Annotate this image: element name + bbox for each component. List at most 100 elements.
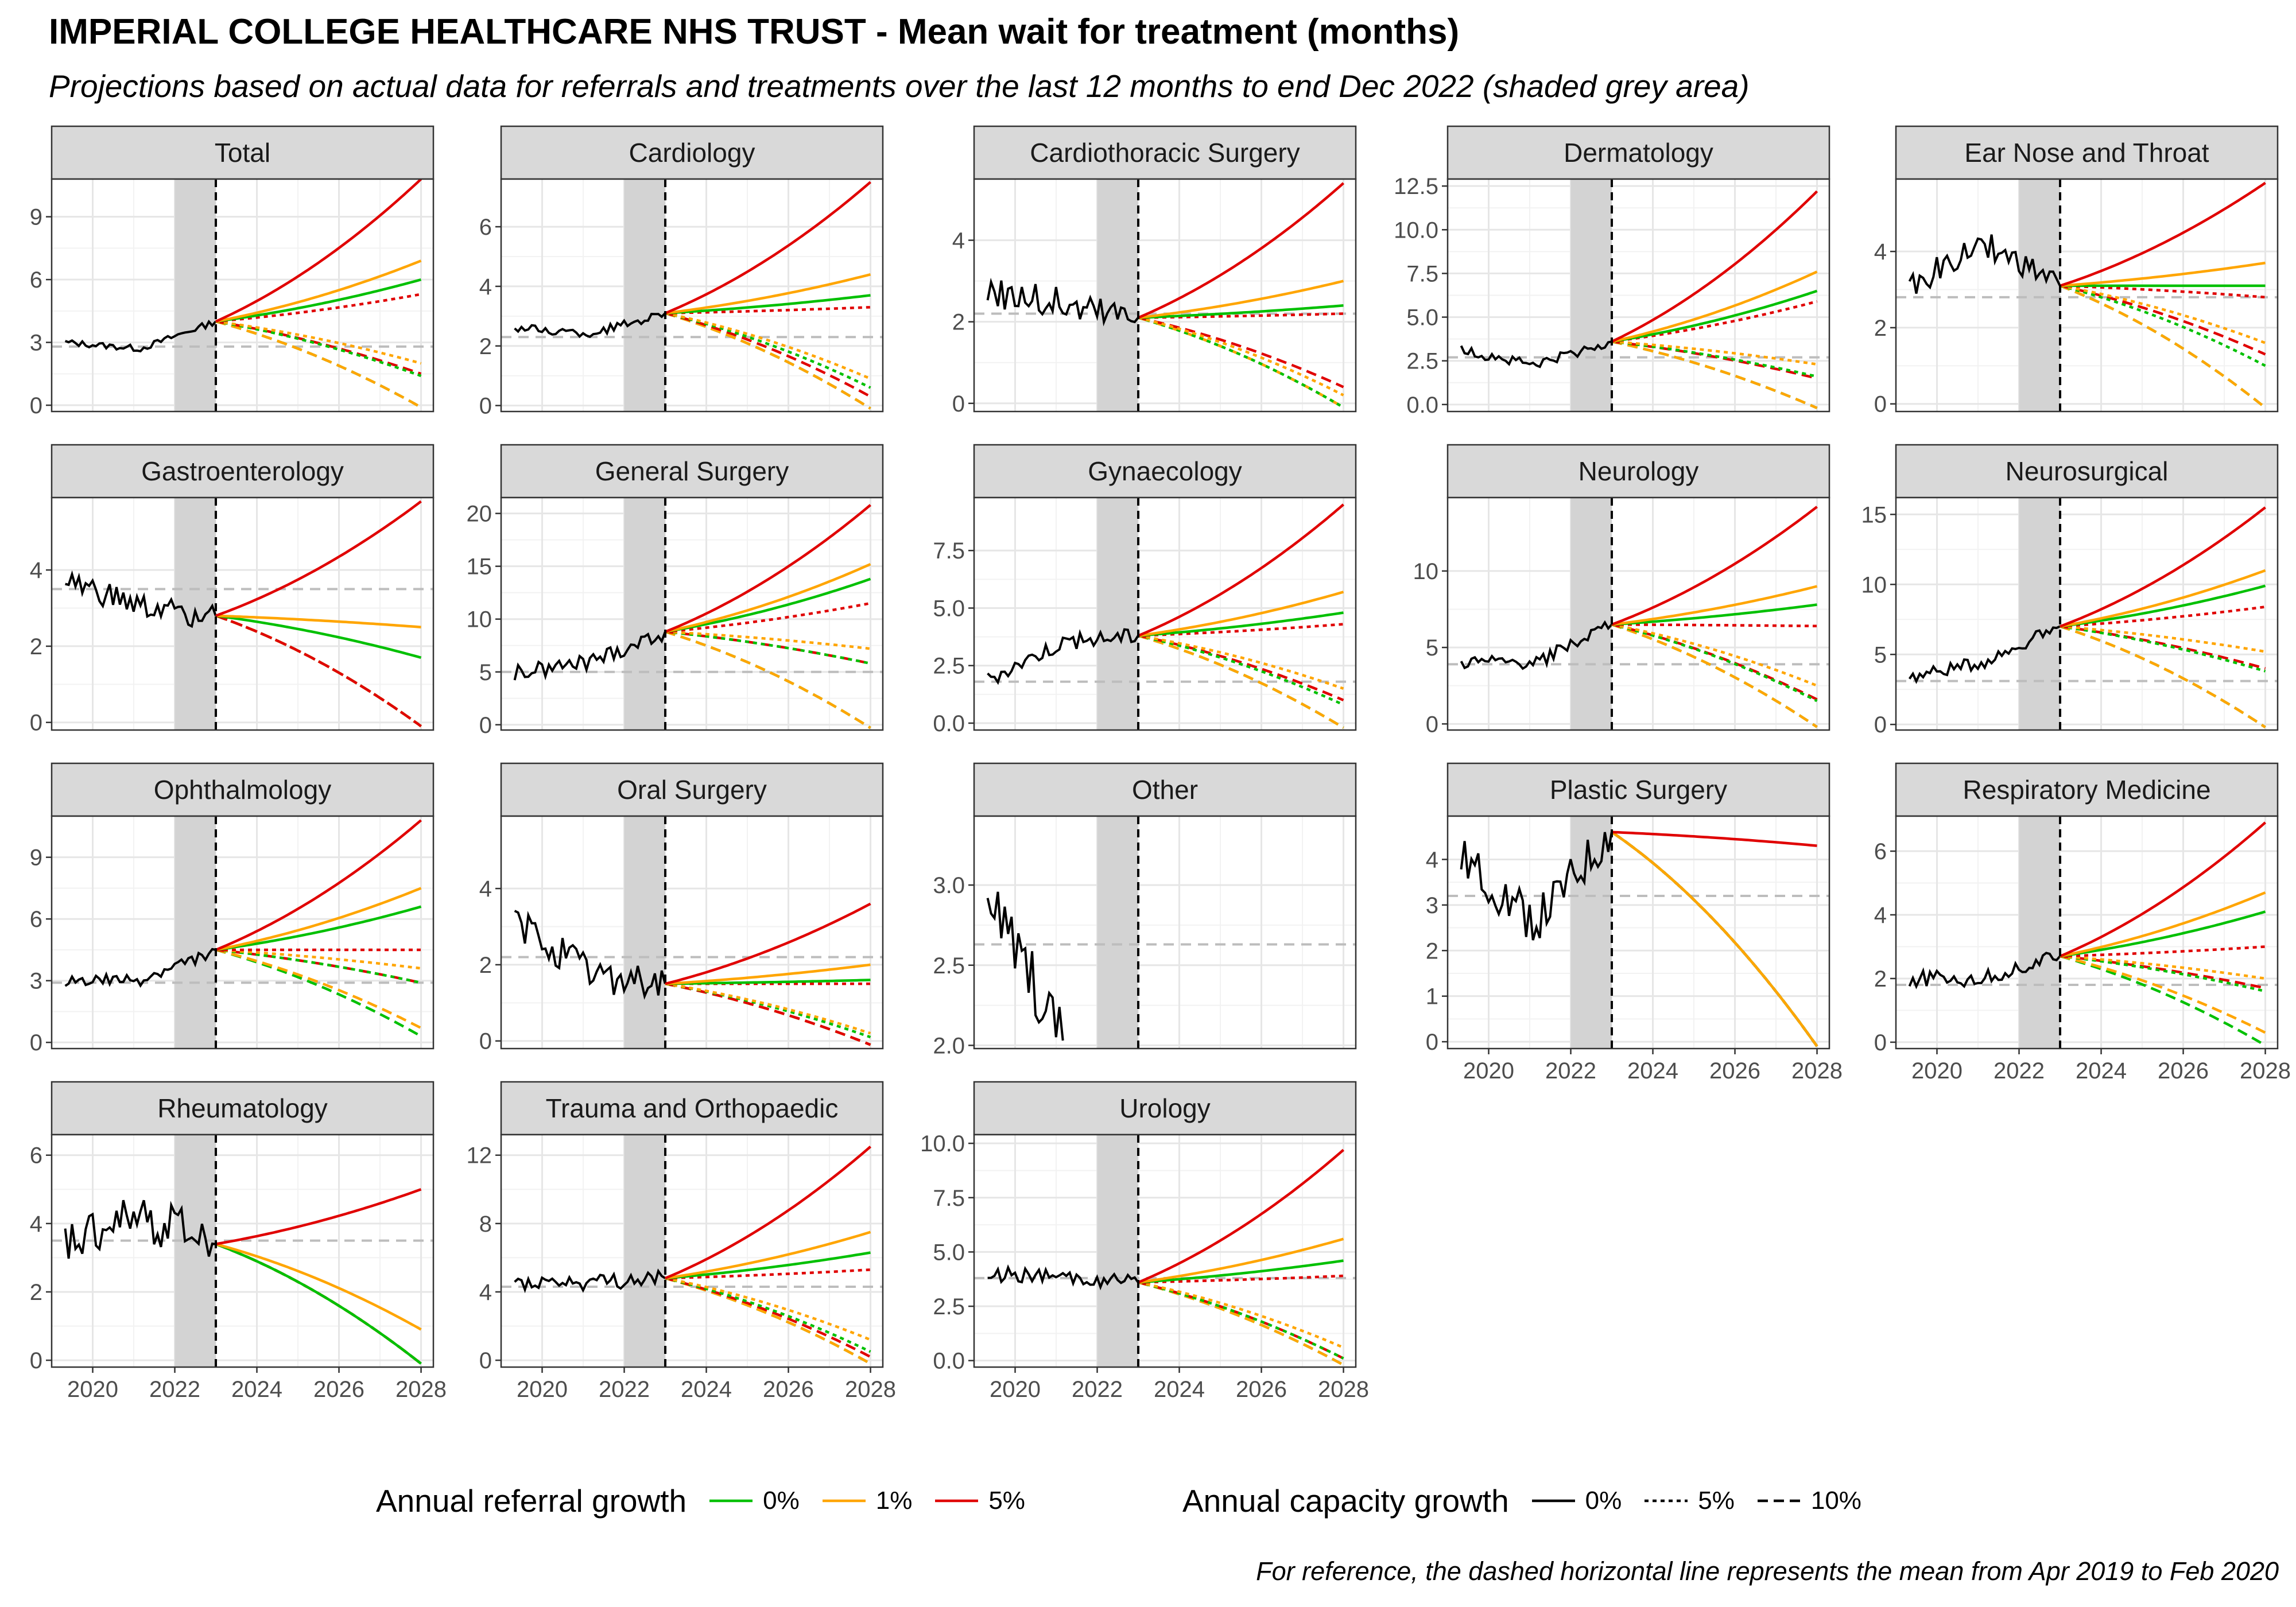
y-tick-label: 2 <box>1874 966 1887 992</box>
actual-series <box>514 910 666 1000</box>
projection-r0-c5 <box>1138 634 1344 706</box>
projection-r5-c0 <box>1138 503 1344 637</box>
projection-r5-c0 <box>1138 1148 1344 1284</box>
projection-r0-c0 <box>215 1243 422 1365</box>
projection-r1-c5 <box>1138 634 1344 690</box>
projection-r1-c5 <box>215 320 422 365</box>
projection-r5-c5 <box>2060 605 2266 628</box>
projection-r1-c0 <box>1611 585 1818 626</box>
strip-label: Respiratory Medicine <box>1963 775 2210 805</box>
projection-r1-c0 <box>215 259 422 323</box>
projection-r1-c10 <box>1138 634 1344 729</box>
shaded-area <box>1570 179 1612 412</box>
projection-r5-c5 <box>1138 623 1344 637</box>
legend-key-referral-2: 5% <box>935 1486 1025 1515</box>
plot-area <box>52 179 433 412</box>
shaded-area <box>1097 816 1139 1049</box>
projection-r5-c0 <box>665 1146 871 1280</box>
shaded-area <box>1097 1135 1139 1367</box>
projection-r1-c0 <box>215 887 422 952</box>
projection-r5-c5 <box>2060 284 2266 299</box>
projection-r0-c0 <box>2060 910 2266 958</box>
projection-r0-c0 <box>1138 304 1344 319</box>
actual-series <box>1908 234 2061 294</box>
plot-area <box>1896 498 2278 730</box>
projection-r5-c0 <box>1611 830 1817 847</box>
y-tick-label: 10.0 <box>920 1131 965 1156</box>
y-tick-label: 10 <box>467 607 492 632</box>
strip <box>1895 125 2279 180</box>
projection-r1-c0 <box>665 273 871 315</box>
strip <box>51 1081 435 1136</box>
plot-content <box>501 1135 883 1367</box>
panel-ophthalmology: Ophthalmology 0 3 6 9 <box>30 762 435 1055</box>
shaded-area <box>1097 179 1139 412</box>
plot-content <box>1448 816 1829 1049</box>
actual-series <box>1460 620 1613 670</box>
projection-r0-c0 <box>665 577 871 634</box>
legend-swatch <box>822 1499 866 1503</box>
plot-area <box>974 498 1356 730</box>
legend-key-capacity-1: 5% <box>1645 1486 1735 1515</box>
strip-label: Gastroenterology <box>141 456 344 486</box>
chart-caption: For reference, the dashed horizontal lin… <box>1256 1556 2279 1586</box>
plot-area <box>974 179 1356 412</box>
strip-label: Cardiothoracic Surgery <box>1030 138 1300 168</box>
projection-r1-c5 <box>1611 340 1817 366</box>
projection-r0-c5 <box>1138 316 1344 409</box>
strip <box>973 762 1357 817</box>
projection-r5-c0 <box>665 504 871 633</box>
x-tick-label: 2026 <box>1236 1377 1287 1402</box>
strip <box>51 444 435 499</box>
panel-total: Total 0 3 6 9 <box>30 125 435 418</box>
projection-r5-c0 <box>1611 190 1818 343</box>
plot-content <box>52 1135 433 1367</box>
y-tick-label: 2 <box>479 334 492 359</box>
projection-r0-c0 <box>215 278 422 323</box>
strip-label: Trauma and Orthopaedic <box>546 1093 839 1123</box>
y-tick-label: 4 <box>952 228 965 254</box>
plot-area <box>974 816 1356 1049</box>
y-tick-label: 4 <box>479 876 492 902</box>
projection-r1-c10 <box>665 630 871 729</box>
projection-r1-c10 <box>665 312 871 410</box>
x-tick-label: 2020 <box>517 1377 568 1402</box>
panel-border <box>500 496 884 731</box>
x-tick-label: 2028 <box>395 1377 447 1402</box>
x-tick-label: 2022 <box>1072 1377 1123 1402</box>
y-tick-label: 0 <box>30 1348 42 1373</box>
actual-series <box>987 1264 1139 1291</box>
panel-border <box>51 496 435 731</box>
y-tick-label: 5.0 <box>1406 305 1438 331</box>
projection-r5-c0 <box>2060 181 2266 288</box>
shaded-area <box>624 498 666 730</box>
x-tick-label: 2020 <box>1463 1058 1514 1084</box>
panel-border <box>973 178 1357 413</box>
panel-oral-surgery: Oral Surgery 0 2 4 <box>479 762 884 1054</box>
plot-content <box>1896 498 2278 730</box>
projection-r5-c5 <box>2060 945 2266 958</box>
y-tick-label: 3.0 <box>933 873 965 898</box>
y-tick-label: 0 <box>1426 712 1438 737</box>
strip-label: Neurology <box>1578 456 1699 486</box>
strip-label: Oral Surgery <box>617 775 767 805</box>
projection-r1-c0 <box>1611 270 1818 343</box>
shaded-area <box>2019 179 2061 412</box>
legend: Annual referral growth 0% 1% 5% Annual cap… <box>0 1475 2296 1527</box>
panel-border <box>51 178 435 413</box>
projection-r1-c5 <box>665 1276 871 1341</box>
plot-content <box>501 816 883 1049</box>
projection-r5-c0 <box>665 181 871 315</box>
strip <box>973 125 1357 180</box>
projection-r5-c5 <box>665 306 871 315</box>
projection-r1-c0 <box>1138 280 1344 319</box>
plot-area <box>52 816 433 1049</box>
strip-label: Dermatology <box>1564 138 1713 168</box>
y-tick-label: 2 <box>1874 316 1887 341</box>
y-tick-label: 0.0 <box>933 1349 965 1374</box>
shaded-area <box>1097 498 1139 730</box>
panel-border <box>1895 496 2279 731</box>
actual-series <box>1908 625 2061 684</box>
y-tick-label: 6 <box>1874 839 1887 864</box>
projection-r1-c0 <box>2060 261 2266 288</box>
